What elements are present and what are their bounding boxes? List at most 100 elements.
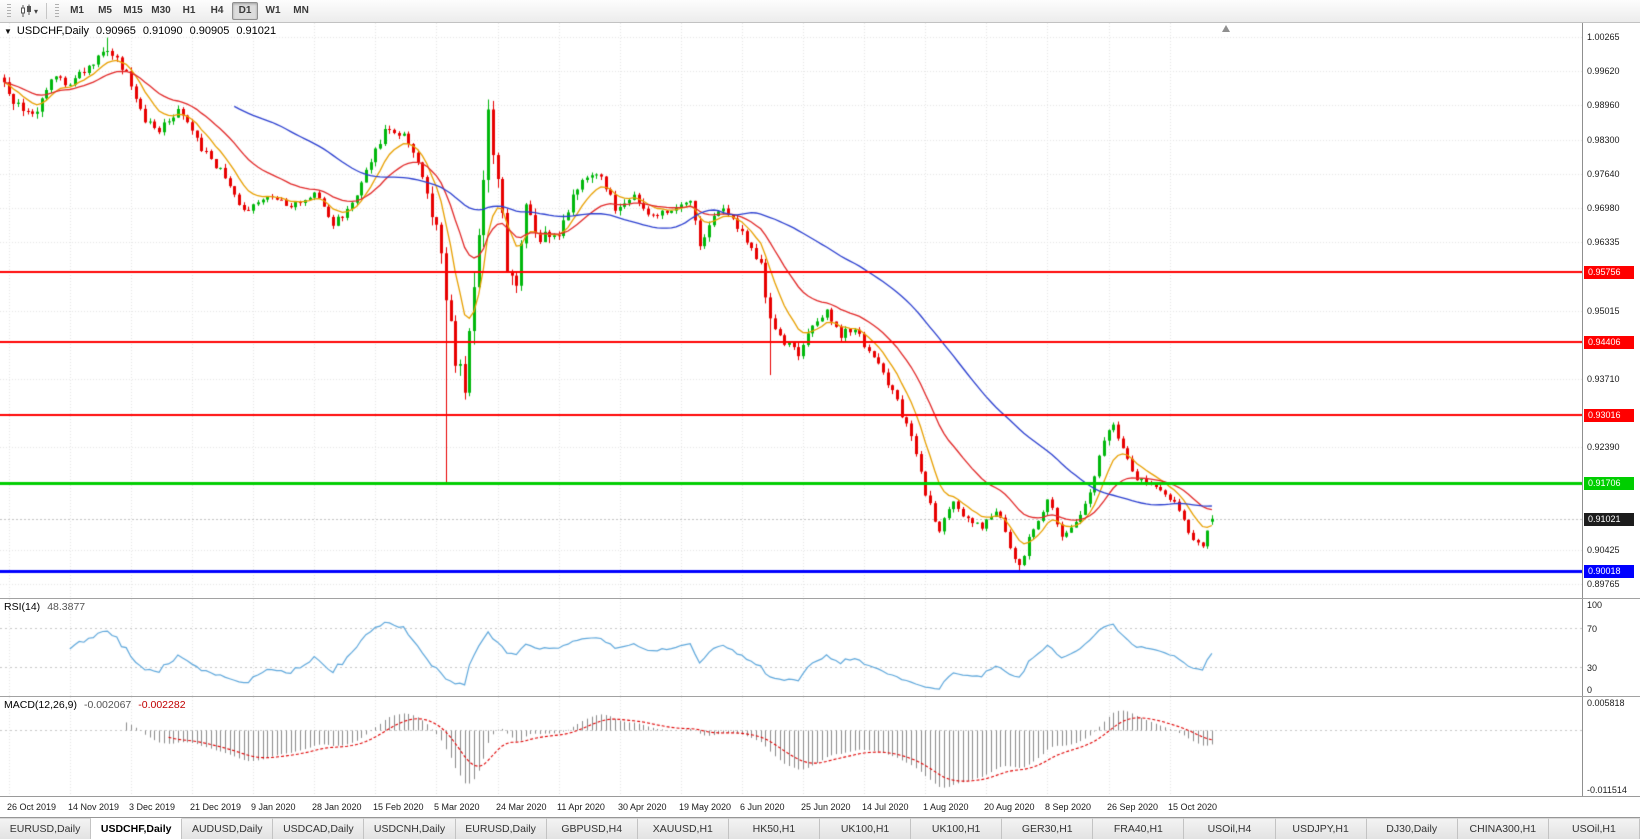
- timeframe-h1-button[interactable]: H1: [182, 5, 196, 16]
- date-label: 9 Jan 2020: [251, 802, 296, 812]
- panel-separator[interactable]: [0, 598, 1640, 599]
- ohlc-low: 0.90905: [189, 25, 230, 37]
- chart-tab-usoil-h4[interactable]: USOil,H4: [1184, 818, 1276, 839]
- chart-type-button[interactable]: ▾: [15, 2, 42, 20]
- date-label: 14 Jul 2020: [862, 802, 909, 812]
- rsi-axis-label: 30: [1587, 662, 1598, 673]
- date-label: 25 Jun 2020: [801, 802, 851, 812]
- rsi-axis: 100 70 30 0: [1582, 599, 1640, 696]
- rsi-header: RSI(14) 48.3877: [4, 601, 85, 613]
- chart-tab-eurusd-daily[interactable]: EURUSD,Daily: [0, 818, 92, 839]
- rsi-panel: RSI(14) 48.3877 100 70 30 0: [0, 599, 1640, 696]
- timeframe-h4-button[interactable]: H4: [210, 5, 224, 16]
- chart-tab-dj30-daily[interactable]: DJ30,Daily: [1366, 818, 1458, 839]
- date-label: 20 Aug 2020: [984, 802, 1035, 812]
- chart-tab-audusd-daily[interactable]: AUDUSD,Daily: [182, 818, 274, 839]
- chart-tab-fra40-h1[interactable]: FRA40,H1: [1093, 818, 1185, 839]
- date-label: 15 Feb 2020: [373, 802, 424, 812]
- chart-tab-eurusd-daily[interactable]: EURUSD,Daily: [455, 818, 547, 839]
- price-axis-label: 0.92390: [1587, 442, 1620, 453]
- price-axis-label: 1.00265: [1587, 32, 1620, 43]
- macd-main-value: -0.002067: [83, 699, 132, 711]
- price-line-badge: 0.94406: [1584, 336, 1634, 350]
- macd-canvas[interactable]: [0, 697, 1582, 796]
- chart-tab-gbpusd-h4[interactable]: GBPUSD,H4: [546, 818, 638, 839]
- price-axis-label: 0.96335: [1587, 237, 1620, 247]
- chart-tab-usoil-h1[interactable]: USOil,H1: [1548, 818, 1640, 839]
- date-label: 15 Oct 2020: [1168, 802, 1218, 812]
- chart-tab-usdchf-daily[interactable]: USDCHF,Daily: [91, 818, 183, 839]
- chart-tab-china300-h1[interactable]: CHINA300,H1: [1457, 818, 1549, 839]
- date-label: 3 Dec 2019: [129, 802, 176, 812]
- macd-name-label: MACD(12,26,9): [4, 699, 77, 711]
- main-chart-panel: ▼ USDCHF,Daily 0.90965 0.91090 0.90905 0…: [0, 23, 1640, 598]
- price-axis-label: 0.98960: [1587, 100, 1620, 111]
- price-axis-label: 0.95015: [1587, 305, 1620, 316]
- date-label: 11 Apr 2020: [557, 802, 605, 812]
- timeframe-w1-button[interactable]: W1: [265, 5, 281, 16]
- timeline[interactable]: 26 Oct 2019 14 Nov 2019 3 Dec 2019 21 Dec 2…: [0, 796, 1640, 817]
- chart-tab-uk100-h1[interactable]: UK100,H1: [911, 818, 1003, 839]
- chart-tab-usdjpy-h1[interactable]: USDJPY,H1: [1275, 818, 1367, 839]
- chart-tab-hk50-h1[interactable]: HK50,H1: [728, 818, 820, 839]
- panel-separator[interactable]: [0, 696, 1640, 697]
- chart-shift-marker[interactable]: [1222, 25, 1230, 32]
- macd-signal-value: -0.002282: [138, 699, 186, 711]
- date-label: 19 May 2020: [679, 802, 732, 812]
- price-line-badge: 0.90018: [1584, 565, 1634, 579]
- rsi-axis-label: 0: [1587, 685, 1593, 695]
- date-label: 26 Sep 2020: [1107, 802, 1159, 812]
- timeframe-toolbar: ▾ M1 M5 M15 M30 H1 H4 D1 W1 MN: [0, 0, 1640, 23]
- price-line-badge: 0.91706: [1584, 477, 1634, 491]
- rsi-value: 48.3877: [47, 601, 86, 613]
- toolbar-separator: [46, 3, 48, 19]
- price-axis-label: 0.96980: [1587, 203, 1620, 214]
- chart-tabbar: EURUSD,Daily USDCHF,Daily AUDUSD,Daily USDC…: [0, 817, 1640, 839]
- date-label: 28 Jan 2020: [312, 802, 362, 812]
- macd-axis-label: 0.005818: [1587, 698, 1625, 708]
- price-line-badge: 0.95756: [1584, 266, 1634, 280]
- ohlc-close: 0.91021: [236, 25, 277, 37]
- price-axis-label: 0.93710: [1587, 373, 1620, 384]
- macd-axis-label: -0.011514: [1587, 785, 1627, 795]
- main-chart-canvas[interactable]: [0, 23, 1582, 598]
- macd-header: MACD(12,26,9) -0.002067 -0.002282: [4, 699, 186, 711]
- chart-tab-usdcnh-daily[interactable]: USDCNH,Daily: [364, 818, 456, 839]
- timeframe-m15-button[interactable]: M15: [123, 5, 143, 16]
- toolbar-grip[interactable]: [7, 3, 11, 19]
- chart-symbol-label: USDCHF,Daily: [16, 25, 90, 37]
- date-label: 21 Dec 2019: [190, 802, 242, 812]
- date-label: 5 Mar 2020: [434, 802, 480, 812]
- price-axis-label: 0.98300: [1587, 134, 1620, 145]
- timeframe-m5-button[interactable]: M5: [98, 5, 112, 16]
- rsi-name-label: RSI(14): [4, 601, 41, 613]
- timeframe-d1-button[interactable]: D1: [232, 2, 259, 20]
- price-axis-label: 0.99620: [1587, 65, 1620, 76]
- chart-tab-xauusd-h1[interactable]: XAUUSD,H1: [637, 818, 729, 839]
- rsi-canvas[interactable]: [0, 599, 1582, 696]
- date-label: 24 Mar 2020: [496, 802, 547, 812]
- date-label: 30 Apr 2020: [618, 802, 667, 812]
- chart-tab-uk100-h1[interactable]: UK100,H1: [819, 818, 912, 839]
- price-axis-label: 0.90425: [1587, 544, 1620, 555]
- date-label: 6 Jun 2020: [740, 802, 785, 812]
- timeframe-m30-button[interactable]: M30: [151, 5, 171, 16]
- date-label: 14 Nov 2019: [68, 802, 120, 812]
- chart-tab-ger30-h1[interactable]: GER30,H1: [1002, 818, 1094, 839]
- ohlc-open: 0.90965: [96, 25, 136, 37]
- timeframe-mn-button[interactable]: MN: [293, 5, 309, 16]
- chart-title: ▼ USDCHF,Daily 0.90965 0.91090 0.90905 0…: [4, 25, 276, 37]
- timeframe-m1-button[interactable]: M1: [70, 5, 84, 16]
- chart-tab-usdcad-daily[interactable]: USDCAD,Daily: [273, 818, 365, 839]
- toolbar-grip[interactable]: [55, 3, 60, 19]
- date-label: 1 Aug 2020: [923, 802, 969, 812]
- date-label: 8 Sep 2020: [1045, 802, 1092, 812]
- date-label: 26 Oct 2019: [7, 802, 57, 812]
- timeframe-group: M1 M5 M15 M30 H1 H4 D1 W1 MN: [63, 2, 315, 20]
- one-click-trading-arrow[interactable]: ▼: [4, 26, 12, 36]
- main-price-axis: 1.00265 0.99620 0.98960 0.98300 0.97640 0.969…: [1582, 23, 1640, 598]
- price-axis-label: 0.97640: [1587, 169, 1620, 180]
- rsi-axis-label: 70: [1587, 624, 1598, 635]
- dropdown-caret-icon: ▾: [34, 6, 39, 16]
